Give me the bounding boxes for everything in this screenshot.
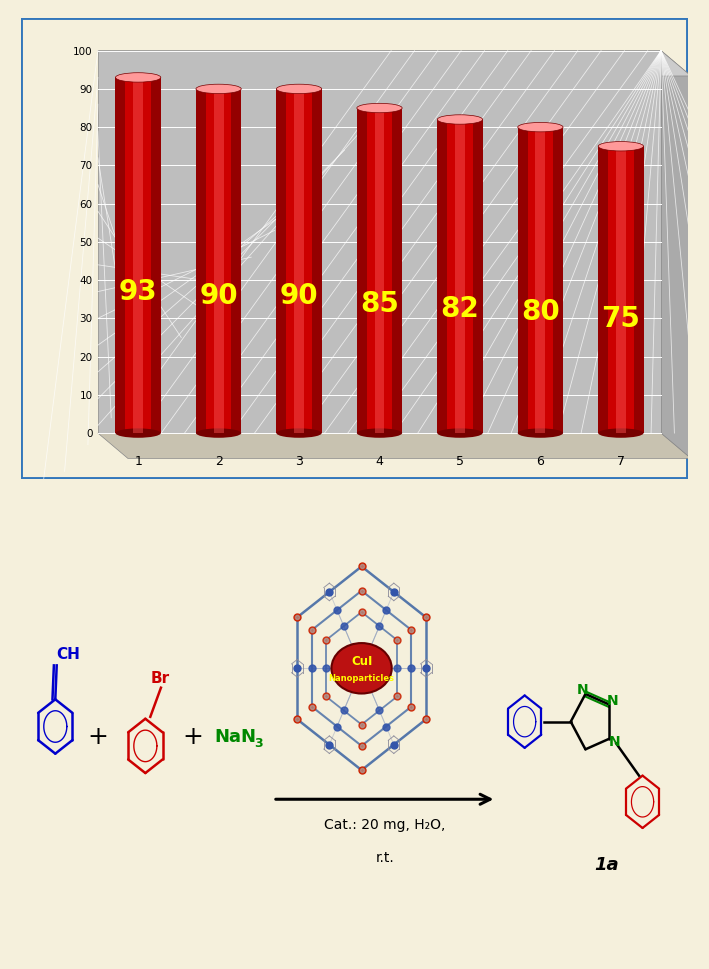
Polygon shape <box>455 120 465 434</box>
Text: 93: 93 <box>119 277 157 305</box>
Text: N: N <box>577 682 588 697</box>
Polygon shape <box>98 51 691 77</box>
Text: 70: 70 <box>79 161 93 172</box>
Text: 3: 3 <box>295 454 303 467</box>
Text: 5: 5 <box>456 454 464 467</box>
Polygon shape <box>661 51 691 459</box>
Polygon shape <box>357 109 367 434</box>
Text: 0: 0 <box>86 428 93 439</box>
Text: 20: 20 <box>79 352 93 362</box>
Polygon shape <box>374 109 384 434</box>
Polygon shape <box>616 147 626 434</box>
Polygon shape <box>277 90 322 434</box>
Text: 80: 80 <box>79 123 93 133</box>
Text: 7: 7 <box>617 454 625 467</box>
Polygon shape <box>535 128 545 434</box>
Polygon shape <box>133 78 143 434</box>
Text: 80: 80 <box>521 297 560 326</box>
Polygon shape <box>294 90 304 434</box>
Polygon shape <box>553 128 563 434</box>
Polygon shape <box>518 128 563 434</box>
Polygon shape <box>392 109 402 434</box>
Polygon shape <box>196 90 241 434</box>
Text: 3: 3 <box>255 736 263 750</box>
Text: 50: 50 <box>79 237 93 248</box>
Text: 60: 60 <box>79 200 93 209</box>
FancyBboxPatch shape <box>21 19 688 480</box>
Polygon shape <box>98 434 691 459</box>
Text: NaN: NaN <box>214 728 256 745</box>
Ellipse shape <box>277 85 322 95</box>
Polygon shape <box>196 90 206 434</box>
Polygon shape <box>598 147 608 434</box>
Polygon shape <box>634 147 644 434</box>
Ellipse shape <box>196 429 241 438</box>
Ellipse shape <box>332 643 391 694</box>
Polygon shape <box>116 78 125 434</box>
Text: N: N <box>607 693 618 707</box>
Polygon shape <box>116 78 161 434</box>
Text: 2: 2 <box>215 454 223 467</box>
Text: 90: 90 <box>79 85 93 95</box>
Polygon shape <box>437 120 447 434</box>
Text: Nanoparticles: Nanoparticles <box>328 673 395 683</box>
Polygon shape <box>473 120 483 434</box>
Ellipse shape <box>116 429 161 438</box>
Polygon shape <box>598 147 644 434</box>
Polygon shape <box>98 51 661 434</box>
Text: 30: 30 <box>79 314 93 324</box>
Polygon shape <box>213 90 223 434</box>
Text: 75: 75 <box>601 305 640 333</box>
Ellipse shape <box>518 429 563 438</box>
Text: 85: 85 <box>360 290 399 318</box>
Polygon shape <box>277 90 286 434</box>
Ellipse shape <box>277 429 322 438</box>
Text: 6: 6 <box>537 454 545 467</box>
Text: r.t.: r.t. <box>375 850 394 863</box>
Ellipse shape <box>598 142 644 152</box>
Ellipse shape <box>437 115 483 125</box>
Ellipse shape <box>598 429 644 438</box>
Ellipse shape <box>357 429 402 438</box>
Polygon shape <box>231 90 241 434</box>
Ellipse shape <box>116 74 161 83</box>
Ellipse shape <box>196 85 241 95</box>
Text: 82: 82 <box>440 295 479 323</box>
Polygon shape <box>437 120 483 434</box>
Text: CH: CH <box>57 646 81 661</box>
Text: 4: 4 <box>376 454 384 467</box>
Polygon shape <box>518 128 527 434</box>
Polygon shape <box>151 78 161 434</box>
Polygon shape <box>357 109 402 434</box>
Text: CuI: CuI <box>351 654 372 668</box>
Ellipse shape <box>437 429 483 438</box>
Text: 100: 100 <box>73 47 93 56</box>
Text: +: + <box>182 725 203 748</box>
Text: 90: 90 <box>280 282 318 310</box>
Text: 10: 10 <box>79 391 93 400</box>
Ellipse shape <box>518 123 563 133</box>
Text: 40: 40 <box>79 276 93 286</box>
Ellipse shape <box>357 105 402 113</box>
Polygon shape <box>312 90 322 434</box>
Text: Br: Br <box>151 671 170 685</box>
Text: N: N <box>609 734 620 748</box>
Text: 1: 1 <box>134 454 142 467</box>
Text: +: + <box>87 725 108 748</box>
Text: Cat.: 20 mg, H₂O,: Cat.: 20 mg, H₂O, <box>324 817 445 830</box>
Text: 1a: 1a <box>594 856 618 873</box>
Text: 90: 90 <box>199 282 238 310</box>
